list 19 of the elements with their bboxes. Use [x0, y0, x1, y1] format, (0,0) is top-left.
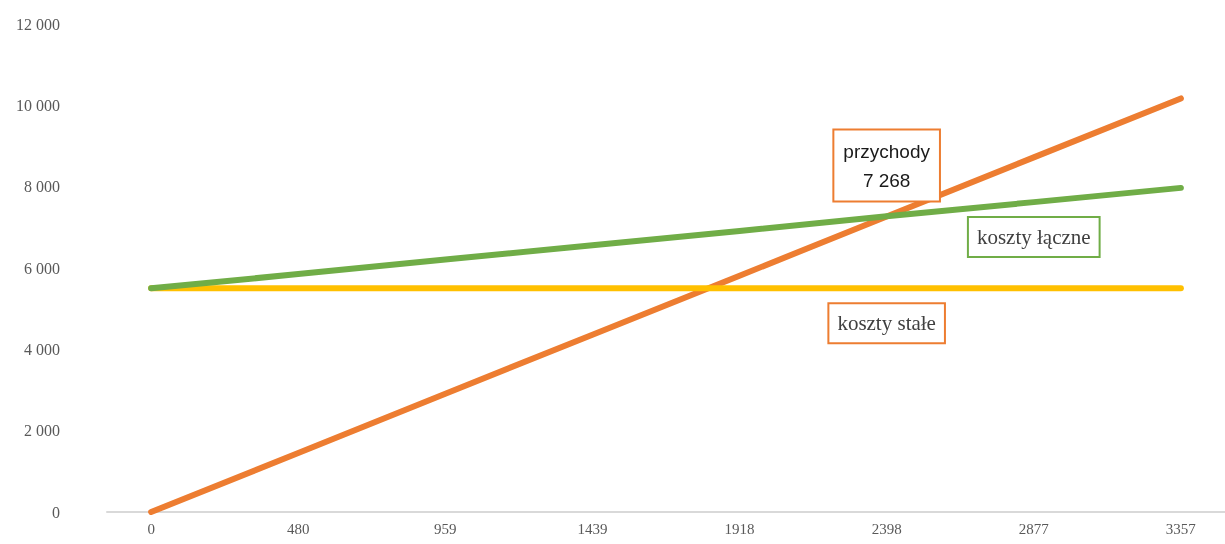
- y-tick-label: 4 000: [24, 340, 60, 358]
- y-tick-label: 10 000: [16, 96, 60, 114]
- data-label: 7 268: [862, 170, 911, 192]
- series-label: koszty stałe: [837, 311, 936, 336]
- x-tick-label: 1918: [724, 520, 755, 537]
- y-tick-label: 12 000: [16, 15, 60, 33]
- x-tick-label: 3357: [1165, 520, 1197, 537]
- x-tick-label: 1439: [577, 520, 608, 537]
- x-tick-label: 2398: [871, 520, 902, 537]
- x-tick-label: 959: [434, 520, 457, 537]
- series-label: przychody: [843, 141, 931, 163]
- y-tick-label: 0: [52, 503, 60, 521]
- y-tick-label: 2 000: [24, 422, 60, 440]
- x-tick-label: 2877: [1018, 520, 1050, 537]
- y-tick-label: 6 000: [24, 259, 60, 277]
- x-tick-label: 480: [286, 520, 310, 537]
- series-label: koszty łączne: [976, 225, 1091, 250]
- y-tick-label: 8 000: [24, 178, 60, 196]
- x-tick-label: 0: [147, 520, 155, 537]
